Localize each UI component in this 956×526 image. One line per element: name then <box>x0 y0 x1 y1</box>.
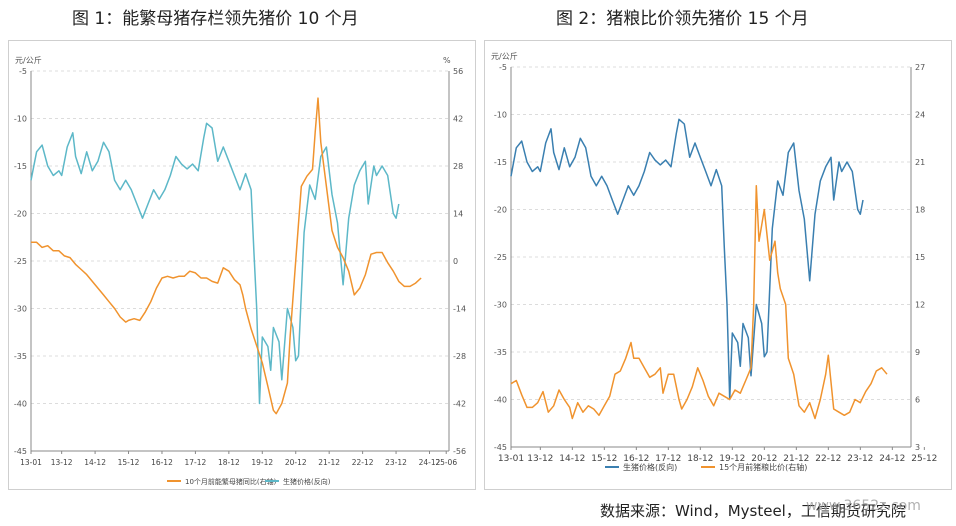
chart1-title: 图 1：能繁母猪存栏领先猪价 10 个月 <box>72 9 359 29</box>
chart1-xtick-label: 19-12 <box>251 458 273 467</box>
chart1-ytick-right: 14 <box>453 210 463 219</box>
chart1-ytick-left: -15 <box>14 162 27 171</box>
chart2-xtick-label: 23-12 <box>847 454 873 464</box>
chart2-series-line-0 <box>510 118 864 401</box>
chart2-ytick-left: -5 <box>499 63 507 72</box>
chart1-ytick-right: -56 <box>453 447 466 456</box>
chart2-xtick-label: 20-12 <box>751 454 777 464</box>
chart1-panel: -5 56 -10 42 -15 28 -20 14 -25 0 -30 -14 -35 -28 -40 -4… <box>8 40 476 490</box>
chart2-xtick-label: 25-12 <box>911 454 937 464</box>
chart1-xtick-label: 22-12 <box>352 458 374 467</box>
source-note: 数据来源：Wind，Mysteel，工信期货研究院 <box>600 502 906 520</box>
chart2-series-line-1 <box>510 185 888 420</box>
chart2-ytick-left: -15 <box>494 158 507 167</box>
chart1-unit-right: % <box>443 56 451 65</box>
chart1-ytick-right: 56 <box>453 67 463 76</box>
chart1-ytick-left: -5 <box>19 67 27 76</box>
chart2-ytick-left: -25 <box>494 253 507 262</box>
chart1-ytick-left: -40 <box>14 400 27 409</box>
chart1-ytick-left: -35 <box>14 352 27 361</box>
chart2-ytick-right: 6 <box>915 396 920 405</box>
chart2-xtick-label: 15-12 <box>591 454 617 464</box>
chart1-xtick-label: 21-12 <box>318 458 340 467</box>
chart2-ytick-right: 24 <box>915 111 925 120</box>
chart2-xtick-label: 16-12 <box>623 454 649 464</box>
chart1-ytick-left: -20 <box>14 210 27 219</box>
chart1-ytick-left: -10 <box>14 115 27 124</box>
chart1-xtick-label: 17-12 <box>185 458 207 467</box>
chart1-xtick-label: 16-12 <box>151 458 173 467</box>
chart1-ytick-right: -28 <box>453 352 466 361</box>
chart2-ytick-left: -20 <box>494 206 507 215</box>
chart2-plot: -5 27 -10 24 -15 21 -20 18 -25 15 -30 12 -35 9 -40 6 -45… <box>491 51 937 472</box>
chart2-ytick-left: -30 <box>494 301 507 310</box>
chart2-xtick-label: 18-12 <box>687 454 713 464</box>
chart1-ytick-right: -14 <box>453 305 466 314</box>
chart2-ytick-right: 27 <box>915 63 925 72</box>
chart1-ytick-right: -42 <box>453 400 466 409</box>
chart1-xtick-label: 25-06 <box>435 458 457 467</box>
chart2-ytick-left: -10 <box>494 111 507 120</box>
chart1-legend-label: 10个月前能繁母猪同比(右轴) <box>185 477 277 486</box>
chart1-xtick-label: 15-12 <box>118 458 140 467</box>
chart2-xtick-label: 22-12 <box>815 454 841 464</box>
watermark: www.3652z.com <box>806 498 921 514</box>
chart2-xtick-label: 14-12 <box>559 454 585 464</box>
chart1-xtick-label: 13-01 <box>20 458 42 467</box>
chart2-xtick-label: 17-12 <box>655 454 681 464</box>
chart2-unit-left: 元/公斤 <box>491 51 518 61</box>
chart1-ytick-right: 42 <box>453 115 463 124</box>
chart2-xtick-label: 13-01 <box>498 454 524 464</box>
chart1-ytick-left: -30 <box>14 305 27 314</box>
chart2-xtick-label: 13-12 <box>527 454 553 464</box>
chart1-series-line-0 <box>30 122 400 405</box>
chart1-ytick-left: -25 <box>14 257 27 266</box>
chart1-unit-left: 元/公斤 <box>15 55 42 65</box>
chart2-xtick-label: 21-12 <box>783 454 809 464</box>
chart2-ytick-left: -45 <box>494 443 507 452</box>
chart1-ytick-left: -45 <box>14 447 27 456</box>
chart1-plot: -5 56 -10 42 -15 28 -20 14 -25 0 -30 -14 -35 -28 -40 -4… <box>14 55 466 486</box>
chart2-ytick-left: -35 <box>494 348 507 357</box>
chart2-ytick-right: 21 <box>915 158 925 167</box>
chart2-ytick-left: -40 <box>494 396 507 405</box>
chart1-xtick-label: 20-12 <box>285 458 307 467</box>
chart2-title: 图 2：猪粮比价领先猪价 15 个月 <box>556 9 809 29</box>
chart2-legend-label: 生猪价格(反向) <box>623 462 677 472</box>
chart1-xtick-label: 13-12 <box>51 458 73 467</box>
chart1-xtick-label: 14-12 <box>84 458 106 467</box>
chart2-legend-label: 15个月前猪粮比价(右轴) <box>719 462 807 472</box>
chart2-ytick-right: 18 <box>915 206 925 215</box>
chart2-panel: -5 27 -10 24 -15 21 -20 18 -25 15 -30 12 -35 9 -40 6 -45… <box>484 40 952 490</box>
chart2-ytick-right: 12 <box>915 301 925 310</box>
chart1-ytick-right: 0 <box>453 257 458 266</box>
chart2-ytick-right: 9 <box>915 348 920 357</box>
chart2-xtick-label: 24-12 <box>879 454 905 464</box>
chart2-ytick-right: 15 <box>915 253 925 262</box>
chart2-ytick-right: 3 <box>915 443 920 452</box>
chart1-ytick-right: 28 <box>453 162 463 171</box>
chart1-series-line-1 <box>31 97 422 415</box>
chart1-xtick-label: 18-12 <box>218 458 240 467</box>
chart1-legend-label: 生猪价格(反向) <box>283 477 331 486</box>
chart2-xtick-label: 19-12 <box>719 454 745 464</box>
chart1-xtick-label: 23-12 <box>385 458 407 467</box>
chart1-xtick-label: 24-12 <box>419 458 441 467</box>
